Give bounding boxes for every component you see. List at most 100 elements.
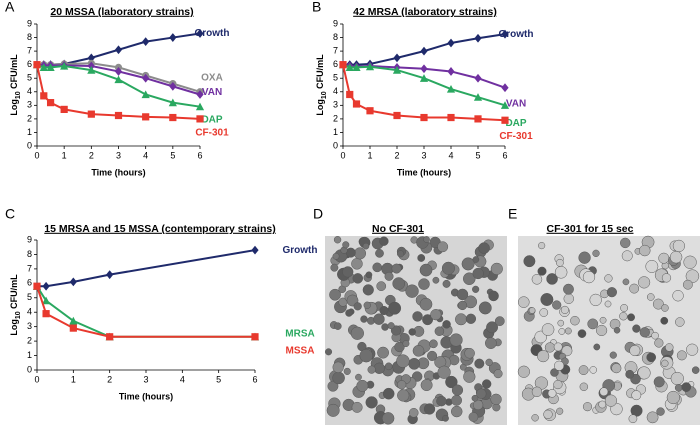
cell xyxy=(420,379,433,392)
cell xyxy=(392,277,406,290)
cell xyxy=(384,271,394,281)
marker xyxy=(42,310,50,318)
cell xyxy=(675,317,685,327)
y-tick-label: 8 xyxy=(27,32,32,42)
chart-panel: A 20 MSSA (laboratory strains) 0 1 2 3 4 5 6 7 8 9 0… xyxy=(5,0,230,177)
x-tick-label: 3 xyxy=(421,150,426,160)
y-axis-label-part: 10 xyxy=(15,91,22,99)
cell xyxy=(579,382,589,392)
marker xyxy=(87,110,95,118)
cell xyxy=(609,351,617,359)
cell xyxy=(394,341,405,353)
x-tick-label: 6 xyxy=(197,150,202,160)
y-tick-label: 3 xyxy=(333,100,338,110)
x-tick-label: 4 xyxy=(180,374,185,384)
cell xyxy=(599,316,607,324)
marker xyxy=(142,113,150,121)
y-tick-label: 6 xyxy=(333,59,338,69)
cell xyxy=(537,350,550,363)
y-tick-label: 6 xyxy=(27,278,32,288)
marker xyxy=(392,65,402,74)
chart-panel: C 15 MRSA and 15 MSSA (contemporary strai… xyxy=(5,206,318,402)
cell xyxy=(423,236,430,243)
cell xyxy=(350,326,365,340)
marker xyxy=(420,113,428,122)
x-tick-label: 2 xyxy=(107,374,112,384)
cell xyxy=(396,354,410,368)
marker xyxy=(168,98,177,107)
y-axis-label: Log10 CFU/mL xyxy=(315,54,328,116)
cell xyxy=(388,301,402,315)
x-tick-label: 2 xyxy=(89,150,94,160)
cell xyxy=(555,258,564,267)
cell xyxy=(494,316,505,326)
cell xyxy=(408,328,416,336)
y-axis-label-part: CFU/mL xyxy=(315,54,325,92)
cell xyxy=(490,393,502,406)
y-tick-label: 7 xyxy=(27,45,32,55)
y-tick-label: 0 xyxy=(333,140,338,150)
cell xyxy=(382,387,395,400)
marker xyxy=(345,63,354,71)
cell xyxy=(379,305,389,316)
cell xyxy=(637,366,651,380)
cell xyxy=(343,367,351,375)
cell xyxy=(461,257,475,271)
series-line xyxy=(36,285,255,338)
cell xyxy=(442,320,451,329)
panel-letter: B xyxy=(312,0,321,15)
marker xyxy=(69,324,77,332)
y-tick-label: 1 xyxy=(27,127,32,137)
cell xyxy=(674,384,683,392)
cell xyxy=(417,254,426,262)
marker xyxy=(41,296,51,305)
cell xyxy=(682,279,693,290)
series-line xyxy=(37,249,256,288)
y-tick-label: 5 xyxy=(333,73,338,83)
cell xyxy=(332,252,340,260)
y-axis-label-part: Log xyxy=(9,99,19,116)
cell xyxy=(363,301,371,309)
cell xyxy=(683,255,697,269)
cell xyxy=(493,369,503,379)
cell xyxy=(582,402,593,412)
cell xyxy=(686,343,699,356)
cell xyxy=(365,271,373,279)
marker xyxy=(474,73,482,83)
panel-letter: D xyxy=(313,206,323,222)
cell xyxy=(484,337,497,349)
cell xyxy=(356,379,369,392)
cell xyxy=(391,263,402,274)
marker xyxy=(196,90,204,99)
cell xyxy=(342,241,350,249)
cell xyxy=(517,365,530,378)
marker xyxy=(60,61,69,70)
x-tick-label: 5 xyxy=(170,150,175,160)
cell xyxy=(432,276,440,284)
cell xyxy=(531,414,539,422)
panel-letter: C xyxy=(5,206,15,222)
series-label: CF-301 xyxy=(195,128,229,139)
cell xyxy=(563,293,574,304)
series-label: DAP xyxy=(505,118,526,129)
cell xyxy=(372,262,383,273)
series-label: MRSA xyxy=(285,328,314,339)
marker xyxy=(501,29,509,39)
cell xyxy=(561,345,573,357)
cell xyxy=(596,324,608,337)
chart-panel: B 42 MRSA (laboratory strains) 0 1 2 3 4 5 6 7 8 9 0… xyxy=(312,0,534,177)
cell xyxy=(441,261,455,275)
cell xyxy=(613,327,621,334)
cell xyxy=(631,390,642,401)
cell xyxy=(365,396,378,409)
marker xyxy=(196,115,204,123)
cell xyxy=(419,297,433,311)
marker xyxy=(114,75,123,84)
y-tick-label: 5 xyxy=(27,73,32,83)
cell xyxy=(474,358,485,369)
cell xyxy=(412,311,423,322)
x-tick-label: 1 xyxy=(62,150,67,160)
cell xyxy=(429,339,438,349)
marker xyxy=(474,115,482,123)
cell xyxy=(381,323,389,331)
